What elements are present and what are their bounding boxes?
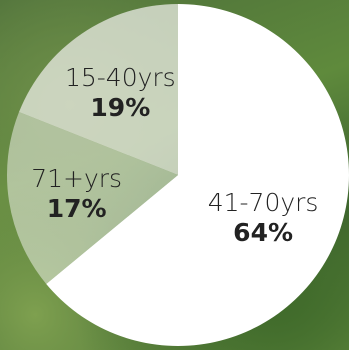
pie-slice bbox=[46, 4, 349, 346]
pie-slice bbox=[7, 112, 178, 284]
slice-value-label: 17% bbox=[47, 194, 107, 223]
slice-value-label: 64% bbox=[233, 218, 293, 247]
slice-label: 41-70yrs bbox=[208, 188, 319, 217]
slice-value-label: 19% bbox=[90, 93, 150, 122]
slice-label: 71+yrs bbox=[31, 164, 122, 193]
pie-slice bbox=[19, 4, 178, 175]
slice-label: 15-40yrs bbox=[65, 63, 176, 92]
